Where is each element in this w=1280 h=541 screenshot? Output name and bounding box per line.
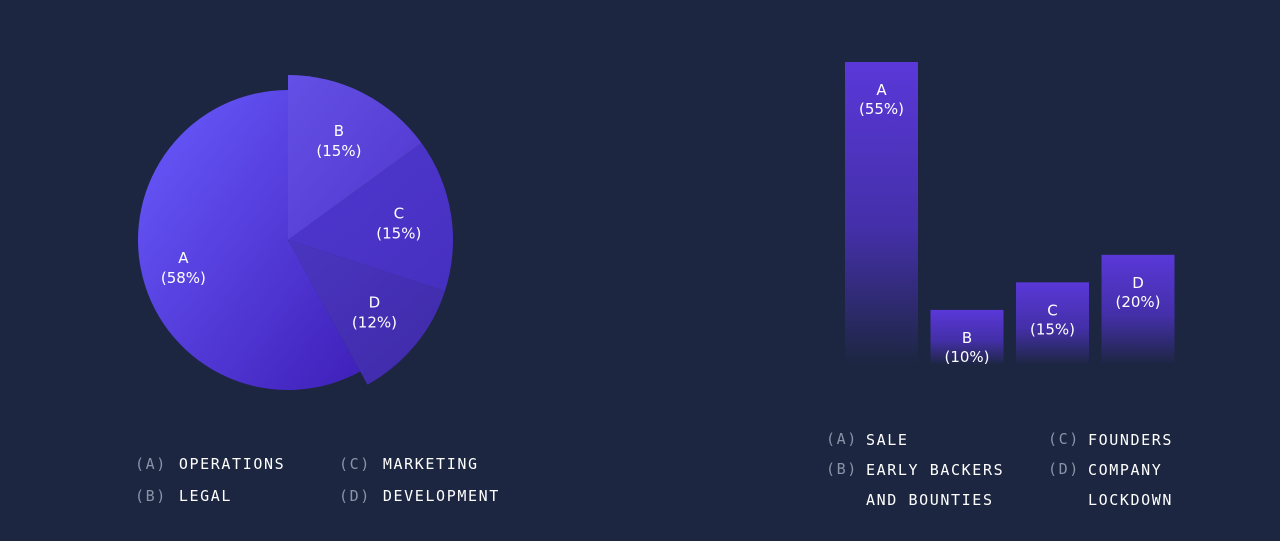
pie-slice-label-d: D: [369, 294, 381, 312]
legend-label-line: COMPANY: [1088, 461, 1163, 479]
bar-legend-item-a: (A): [826, 430, 858, 448]
legend-key: (D): [339, 487, 371, 505]
bar-legend-label-c: FOUNDERS: [1088, 425, 1173, 455]
bar-value-label-a: (55%): [859, 100, 904, 118]
legend-label-line: EARLY BACKERS: [866, 461, 1005, 479]
pie-slice-a: [138, 90, 361, 390]
pie-slice-label-a: A: [178, 249, 189, 267]
legend-key: (A): [135, 455, 167, 473]
legend-label-line: AND BOUNTIES: [866, 491, 994, 509]
pie-slice-percent-c: (15%): [376, 224, 421, 242]
bar-chart: A(55%) B(10%) C(15%) D(20%): [845, 62, 1175, 366]
pie-slice-label-c: C: [394, 204, 404, 222]
pie-slice-c: [288, 143, 453, 291]
pie-slice-percent-d: (12%): [352, 314, 397, 332]
bar-legend-label-b: EARLY BACKERS AND BOUNTIES: [866, 455, 1004, 515]
legend-label-line: LOCKDOWN: [1088, 491, 1174, 509]
bar-category-label-d: D: [1132, 274, 1144, 292]
bar-value-label-d: (20%): [1115, 293, 1160, 311]
bar-category-label-c: C: [1047, 301, 1057, 319]
bar-value-label-c: (15%): [1030, 320, 1075, 338]
pie-legend: (A) OPERATIONS (B) LEGAL (C) MARKETING (D) D…: [135, 455, 500, 505]
bar-category-label-b: B: [962, 329, 972, 347]
legend-key: (B): [826, 460, 858, 478]
bar-legend-label-d: COMPANY LOCKDOWN: [1088, 455, 1173, 515]
legend-key: (C): [1048, 430, 1080, 448]
bar-legend-item-c: (C): [1048, 430, 1080, 448]
bar-d: [1101, 254, 1175, 365]
legend-label: MARKETING: [382, 455, 479, 473]
bar-legend-label-a: SALE: [866, 425, 909, 455]
bar-b: [930, 309, 1004, 365]
legend-label: DEVELOPMENT: [382, 487, 500, 505]
legend-key: (A): [826, 430, 858, 448]
legend-label-line: FOUNDERS: [1088, 431, 1174, 449]
bar-category-label-a: A: [876, 81, 887, 99]
legend-label: LEGAL: [178, 487, 233, 505]
pie-legend-item-a: (A) OPERATIONS: [135, 455, 285, 473]
pie-slice-percent-a: (58%): [161, 269, 206, 287]
legend-key: (C): [339, 455, 371, 473]
legend-key: (B): [135, 487, 167, 505]
pie-chart: B (15%) C (15%) D (12%) A (58%): [138, 75, 453, 390]
legend-label-line: SALE: [866, 431, 909, 449]
bar-legend-item-d: (D): [1048, 460, 1080, 478]
bar-a: [845, 62, 918, 365]
bar-legend-item-b: (B): [826, 460, 858, 478]
bar-c: [1016, 282, 1089, 365]
pie-slice-percent-b: (15%): [316, 142, 361, 160]
pie-legend-item-d: (D) DEVELOPMENT: [339, 487, 500, 505]
legend-label: OPERATIONS: [178, 455, 286, 473]
pie-slice-d: [288, 240, 445, 385]
bar-value-label-b: (10%): [944, 348, 989, 366]
pie-slice-label-b: B: [334, 122, 344, 140]
legend-key: (D): [1048, 460, 1080, 478]
pie-legend-item-c: (C) MARKETING: [339, 455, 479, 473]
pie-slice-b: [288, 75, 422, 240]
pie-legend-item-b: (B) LEGAL: [135, 487, 232, 505]
